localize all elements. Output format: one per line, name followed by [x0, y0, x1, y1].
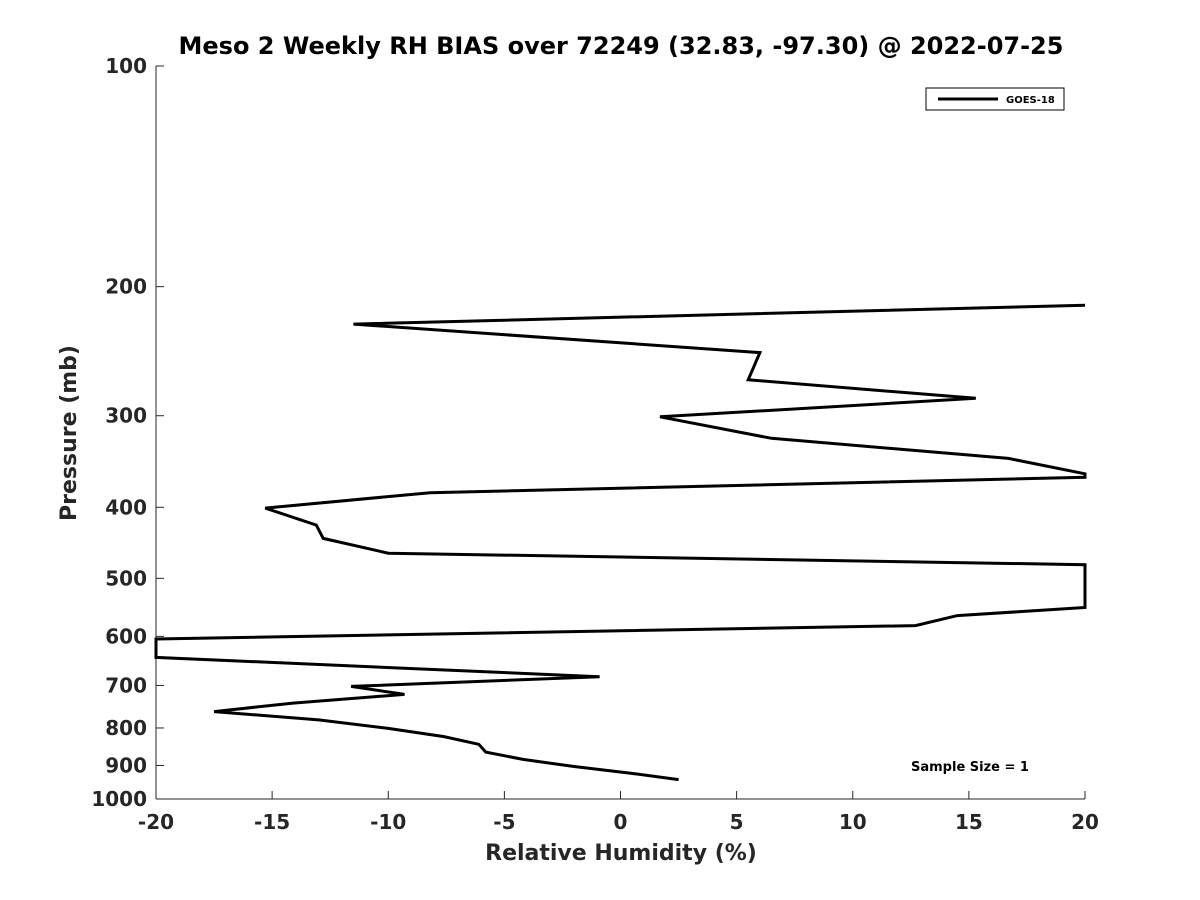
legend: GOES-18	[925, 87, 1065, 111]
y-tick-label: 500	[105, 566, 147, 590]
y-axis-label: Pressure (mb)	[57, 345, 82, 521]
legend-label-goes-18: GOES-18	[1006, 95, 1055, 106]
y-tick-label: 1000	[91, 787, 147, 811]
y-tick-label: 900	[105, 753, 147, 777]
x-tick-label: -15	[254, 810, 290, 834]
y-tick-label: 100	[105, 54, 147, 78]
x-tick-label: 5	[730, 810, 744, 834]
x-tick-label: 10	[839, 810, 867, 834]
sample-size-annotation: Sample Size = 1	[911, 760, 1029, 775]
x-axis-ticks: -20 -15 -10 -5 0 5 10 15 20	[138, 791, 1099, 834]
series-group	[154, 303, 1087, 782]
y-tick-label: 600	[105, 624, 147, 648]
y-tick-label: 400	[105, 495, 147, 519]
axes	[155, 66, 1085, 800]
series-line-goes-18	[154, 303, 1087, 782]
y-tick-label: 200	[105, 275, 147, 299]
x-tick-label: 15	[955, 810, 983, 834]
y-axis-ticks: 100 200 300 400 500 600 700 800 900 1000	[91, 54, 164, 811]
x-axis-label: Relative Humidity (%)	[485, 841, 757, 866]
x-tick-label: -10	[370, 810, 406, 834]
x-tick-label: -20	[138, 810, 174, 834]
y-tick-label: 700	[105, 673, 147, 697]
x-tick-label: 20	[1071, 810, 1099, 834]
x-tick-label: -5	[493, 810, 515, 834]
y-tick-label: 300	[105, 404, 147, 428]
chart-title: Meso 2 Weekly RH BIAS over 72249 (32.83,…	[179, 32, 1064, 60]
x-tick-label: 0	[614, 810, 628, 834]
y-tick-label: 800	[105, 716, 147, 740]
